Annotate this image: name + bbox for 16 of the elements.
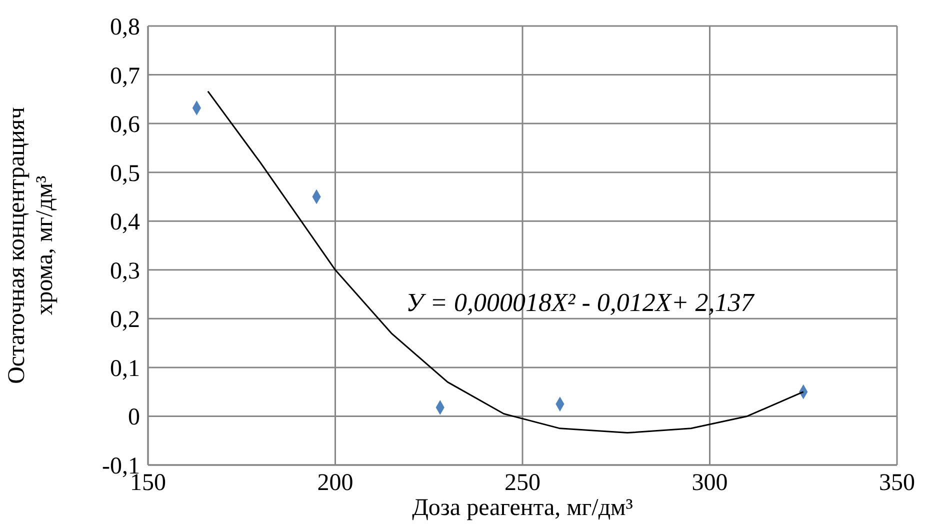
y-tick-label: 0,2 — [110, 307, 140, 334]
x-tick-label: 250 — [504, 470, 540, 496]
y-tick-label: 0,7 — [110, 63, 140, 90]
y-axis-title: Остаточная концентрацияч хрома, мг/дм³ — [4, 107, 58, 384]
y-tick-label: 0,8 — [110, 14, 140, 41]
annotation: У = 0,000018X² - 0,012X+ 2,137 — [406, 288, 754, 318]
x-tick-label: 200 — [317, 470, 354, 496]
y-tick-label: 0 — [128, 404, 140, 431]
y-tick-label: 0,1 — [110, 356, 140, 382]
x-tick-label: 350 — [879, 470, 915, 496]
x-axis-title: Доза реагента, мг/дм³ — [412, 495, 633, 521]
x-tick-label: 300 — [692, 470, 728, 496]
y-tick-label: 0,3 — [110, 258, 140, 284]
y-tick-label: 0,5 — [110, 160, 140, 187]
y-tick-label: 0,6 — [110, 112, 140, 138]
y-tick-label: 0,4 — [110, 210, 140, 236]
